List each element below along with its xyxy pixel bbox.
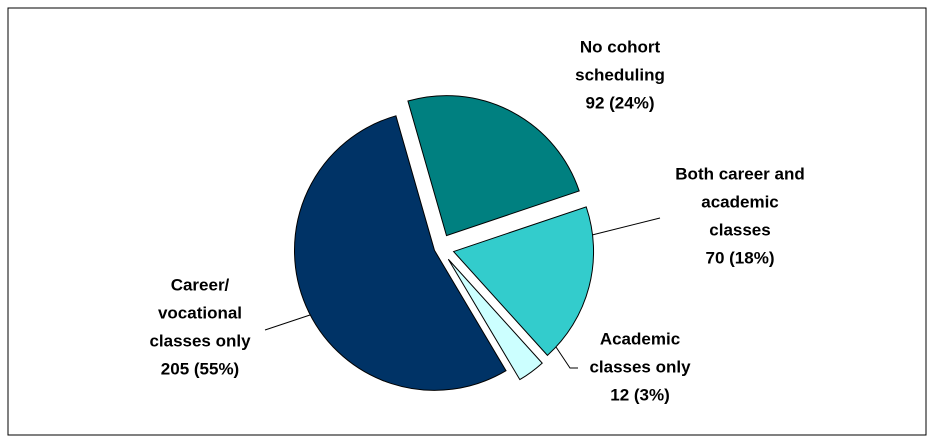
slice-label: Career/ [171,275,230,294]
value-label: 92 (24%) [586,93,655,112]
slice-label: Academic [600,329,680,348]
slice-label: scheduling [575,65,665,84]
slice-label: classes only [149,331,251,350]
slice-label: No cohort [580,37,661,56]
value-label: 205 (55%) [161,359,239,378]
slice-label: vocational [158,303,242,322]
value-label: 70 (18%) [706,248,775,267]
slice-label: classes [709,220,770,239]
pie-slice [407,95,580,237]
pie-slice [452,206,595,357]
pie-slice [294,115,507,391]
value-label: 12 (3%) [610,385,670,404]
pie-slice [447,258,543,381]
slice-label: Both career and [675,164,804,183]
slice-label: academic [701,192,779,211]
leader-line [591,217,661,236]
slice-label: classes only [589,357,691,376]
